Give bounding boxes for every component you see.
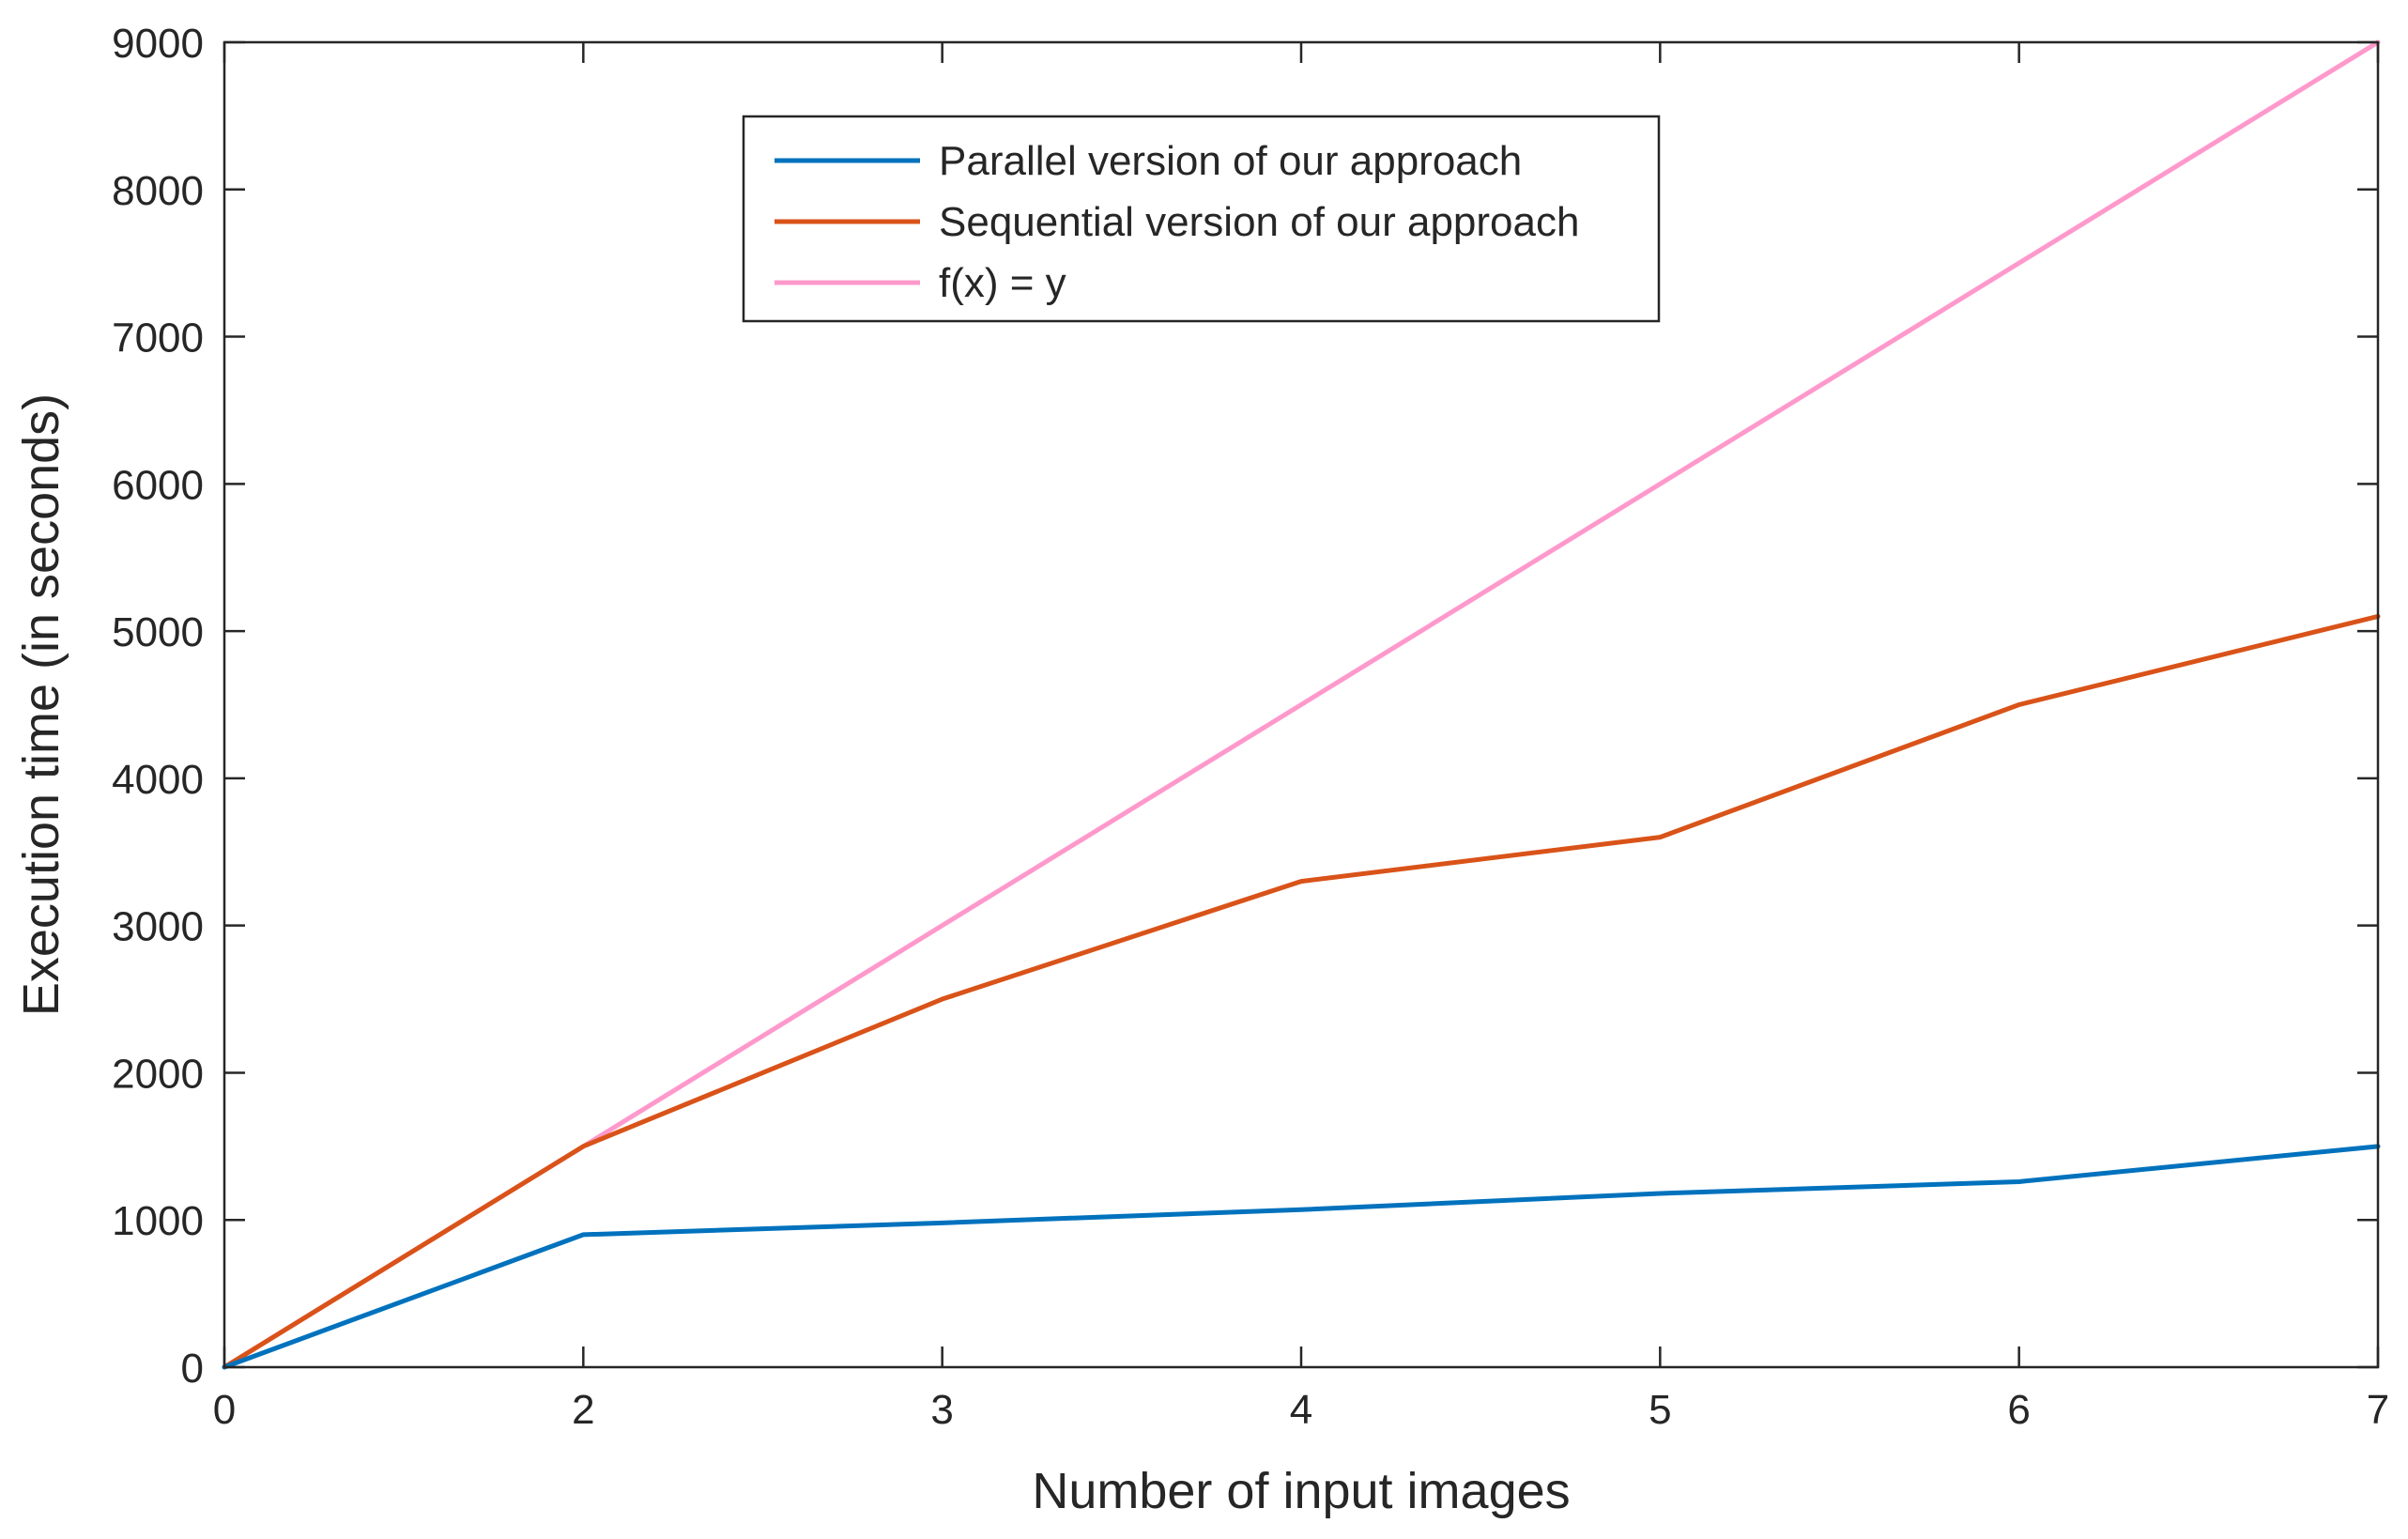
y-tick-label: 0 xyxy=(181,1346,204,1392)
series-line-1 xyxy=(222,1144,2381,1370)
x-tick-label: 7 xyxy=(2367,1387,2389,1433)
x-tick-label: 0 xyxy=(213,1387,236,1433)
y-axis-label: Execution time (in seconds) xyxy=(13,393,69,1016)
legend-label-3: f(x) = y xyxy=(939,260,1066,306)
axes-layer: 0 2 3 4 5 6 7 0 1000 2000 3000 4000 5000 6000 7000 8000… xyxy=(112,21,2389,1433)
y-tick-label: 4000 xyxy=(112,757,204,803)
y-tick-label: 2000 xyxy=(112,1051,204,1097)
x-axis-label: Number of input images xyxy=(1032,1463,1570,1519)
series-line-2 xyxy=(222,613,2381,1370)
legend-label-2: Sequential version of our approach xyxy=(939,199,1579,245)
y-tick-label: 8000 xyxy=(112,168,204,214)
legend-box xyxy=(742,115,1661,323)
y-tick-label: 7000 xyxy=(112,315,204,362)
x-tick-label: 5 xyxy=(1649,1387,1671,1433)
x-tick-label: 4 xyxy=(1290,1387,1312,1433)
series-layer xyxy=(222,39,2381,1370)
y-tick-label: 6000 xyxy=(112,462,204,508)
y-tick-label: 9000 xyxy=(112,21,204,67)
x-tick-label: 6 xyxy=(2007,1387,2030,1433)
y-tick-label: 3000 xyxy=(112,904,204,950)
x-tick-label: 2 xyxy=(572,1387,594,1433)
x-tick-label: 3 xyxy=(930,1387,953,1433)
y-tick-label: 5000 xyxy=(112,609,204,655)
legend-label-1: Parallel version of our approach xyxy=(939,138,1522,184)
y-tick-label: 1000 xyxy=(112,1198,204,1244)
legend: Parallel version of our approach Sequenti… xyxy=(742,115,1661,323)
